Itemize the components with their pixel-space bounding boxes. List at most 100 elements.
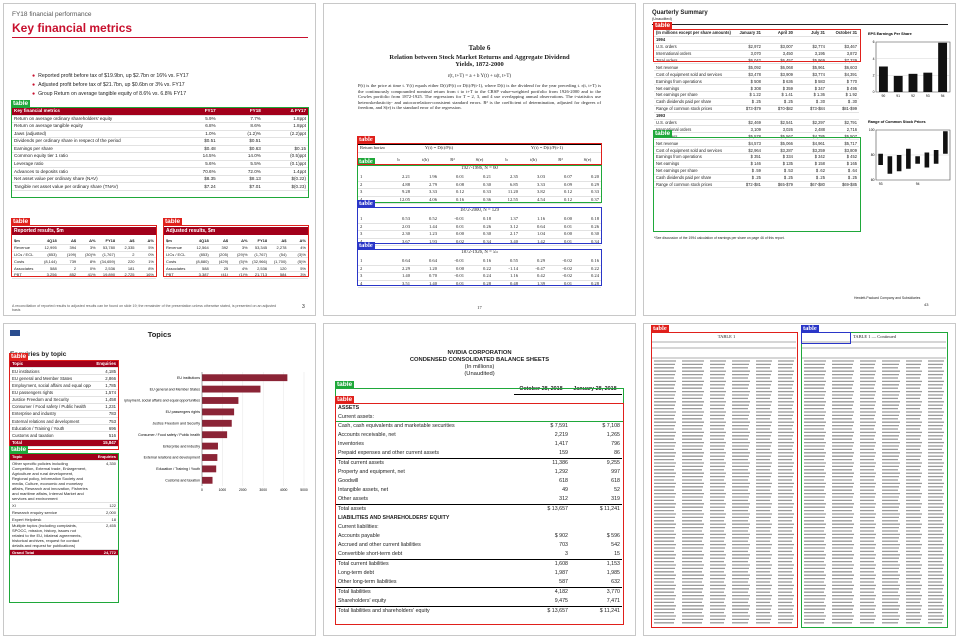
table-cell: $65-$79 <box>762 182 795 189</box>
quarterly-page: Quarterly Summary (Unaudited) *See discu… <box>643 3 956 316</box>
range-bar <box>906 148 911 169</box>
table-cell: 0.48 <box>493 281 520 289</box>
table-cell: 2,866 <box>91 375 118 383</box>
table-cell: -0.01 <box>439 258 466 266</box>
balance-sheet-table: ASSETS Current assets: Cash, cash equivale… <box>336 404 622 616</box>
table-cell: 0.26 <box>574 224 601 232</box>
table-cell: 2 <box>358 224 385 232</box>
table-cell: 220 <box>117 258 137 266</box>
table-cell: Costs <box>164 258 192 266</box>
table-cell: 3.51 <box>385 281 412 289</box>
table-cell: $3,774 <box>794 71 827 79</box>
table-cell: $0.15 <box>262 146 308 154</box>
table-cell: 0.70 <box>412 273 439 281</box>
table-cell: 1.37 <box>493 216 520 224</box>
bar <box>893 75 903 92</box>
table-cell: ASSETS <box>338 405 360 412</box>
header-cell: t(b) <box>412 157 439 165</box>
bar <box>878 66 888 92</box>
table-cell: (34,659) <box>97 258 118 266</box>
table-cell: $5,066 <box>762 140 795 148</box>
table-cell: $ .62 <box>794 168 827 175</box>
table-cell: 0.08 <box>439 182 466 190</box>
table-cell: Consumer / Food safety / Public health <box>10 404 91 411</box>
table-cell: 3% <box>230 245 250 252</box>
table-cell: 3 <box>565 550 568 557</box>
table-cell: 0.22 <box>466 266 493 274</box>
table-cell: 3,070 <box>730 51 763 58</box>
header-cell: Y(t) = D(t)/P(t-1) <box>493 145 601 153</box>
table-cell: 4Q18 <box>39 238 59 245</box>
left-table-title: TABLE 1 <box>717 334 736 339</box>
table-cell: Grand Total <box>10 549 91 557</box>
table-cell: 5.5% <box>217 161 263 169</box>
table-cell: EU institutions <box>10 368 91 376</box>
empty-cell <box>826 113 859 120</box>
table-cell: $ 902 <box>554 532 568 539</box>
table-cell: 2.35 <box>493 174 520 182</box>
table-cell: Cash dividends paid per share <box>654 99 731 106</box>
page-number: 3 <box>302 304 305 310</box>
table-cell: 1% <box>136 258 156 266</box>
table-cell: 0.55 <box>493 258 520 266</box>
table-cell: $2,541 <box>762 120 795 127</box>
table-cell: 2,278 <box>269 245 289 252</box>
table-cell: Other long-term liabilities <box>338 578 397 585</box>
bullet-text: Group Return on average tangible equity … <box>38 91 187 97</box>
table-cell: $ 495 <box>826 85 859 93</box>
title-line: (Unaudited) <box>464 371 495 377</box>
table-cell: Education / Training / Youth <box>10 425 91 433</box>
column-header: October 28, 2018 <box>514 386 568 395</box>
table-cell: -0.01 <box>439 216 466 224</box>
table-cell: 6.85 <box>493 182 520 190</box>
table-cell: Δ$ <box>210 238 231 245</box>
table-cell: Key financial metrics <box>12 108 173 116</box>
table-cell: Cost of equipment sold and services <box>654 147 731 155</box>
topics-page: Topics Enquiries by topic 0 1000 2000 3000 4… <box>3 323 316 636</box>
table-cell: -0.02 <box>547 266 574 274</box>
table-cell: 72.0% <box>217 168 263 176</box>
table-cell: Leverage ratio <box>12 161 173 169</box>
table-cell: Advances to deposits ratio <box>12 168 173 176</box>
table-cell: 1,153 <box>570 558 622 569</box>
empty-cell <box>262 138 308 146</box>
table-cell: 0.00 <box>547 231 574 239</box>
table-cell: (853) <box>191 252 211 259</box>
table-cell: 12,995 <box>39 245 59 252</box>
table-cell: Accounts payable <box>338 532 380 539</box>
table-cell: 9.28 <box>385 189 412 197</box>
section-table: 1 0.64 0.64 -0.01 0.16 0.55 0.29 -0.02 0.16 2 2.29… <box>358 258 601 289</box>
table-cell: 4 <box>358 281 385 289</box>
x-tick-label: 1000 <box>219 488 227 492</box>
table-cell: 3.33 <box>520 182 547 190</box>
empty-cell <box>730 37 763 44</box>
table-cell: 0.01 <box>439 174 466 182</box>
data-tables-page: TABLE 1 TABLE 1 — Continued table table ta… <box>643 323 956 636</box>
table-cell: $ 11,241 <box>570 503 622 514</box>
table-cell: 0.29 <box>574 182 601 190</box>
header-cell: Y(t) = D(t)/P(t) <box>385 145 493 153</box>
table-cell: Net asset value per ordinary share (NAV) <box>12 176 173 184</box>
bullet-dot: ● <box>32 73 36 79</box>
table-cell: 3,026 <box>762 126 795 134</box>
empty-cell <box>518 514 570 523</box>
table-cell: FY18 <box>217 108 263 116</box>
header-cell: Return horizon, T <box>358 145 385 153</box>
table-cell: 703 <box>559 541 568 548</box>
y-tick-label: Justice Freedom and Security <box>152 422 200 426</box>
table-cell: Other assets <box>338 496 369 503</box>
table-cell: Range of common stock prices <box>654 182 731 189</box>
y-tick-label: 60 <box>871 178 875 182</box>
annotation-label: table <box>11 218 31 226</box>
header-cell: t(b) <box>520 157 547 165</box>
table-cell: 618 <box>559 478 568 485</box>
table-cell: 2,536 <box>249 265 270 272</box>
table-cell: 0.64 <box>385 258 412 266</box>
table-cell: 2,335 <box>117 245 137 252</box>
table-cell: 0.30 <box>466 231 493 239</box>
table-cell: 0.18 <box>574 216 601 224</box>
table-cell: $0.63 <box>217 146 263 154</box>
table-cell: $ 146 <box>730 161 763 168</box>
table-cell: 542 <box>611 541 620 548</box>
table-cell: (29)% <box>230 252 250 259</box>
